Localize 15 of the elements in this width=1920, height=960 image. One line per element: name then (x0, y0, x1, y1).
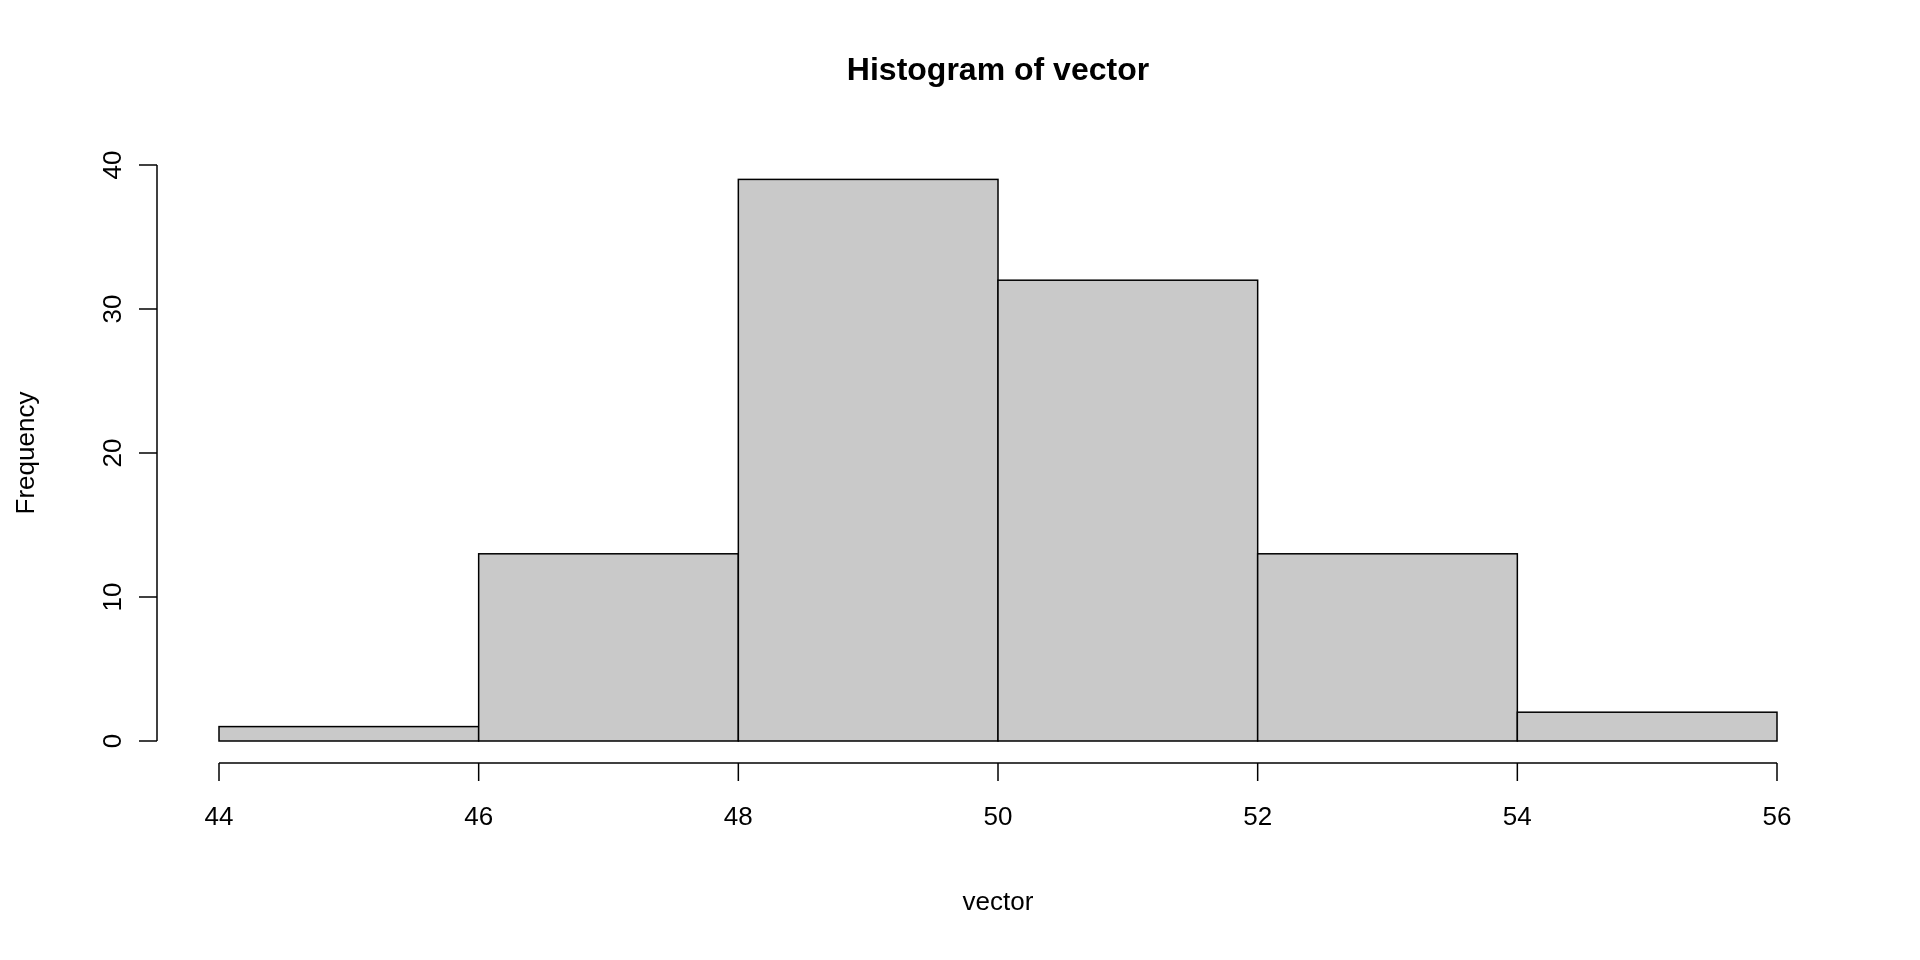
chart-title: Histogram of vector (846, 51, 1150, 87)
y-tick-label: 10 (97, 582, 127, 612)
x-tick-label: 48 (723, 801, 753, 831)
x-tick-label: 46 (464, 801, 494, 831)
y-tick-label: 40 (97, 150, 127, 180)
y-tick-label: 20 (97, 438, 127, 468)
x-tick-label: 54 (1502, 801, 1532, 831)
x-axis-title: vector (962, 886, 1034, 916)
y-axis-title: Frequency (10, 391, 40, 515)
x-tick-label: 50 (983, 801, 1013, 831)
x-tick-label: 44 (204, 801, 234, 831)
y-tick-label: 0 (97, 733, 127, 749)
x-tick-label: 52 (1243, 801, 1273, 831)
y-tick-label: 30 (97, 294, 127, 324)
x-tick-label: 56 (1762, 801, 1792, 831)
